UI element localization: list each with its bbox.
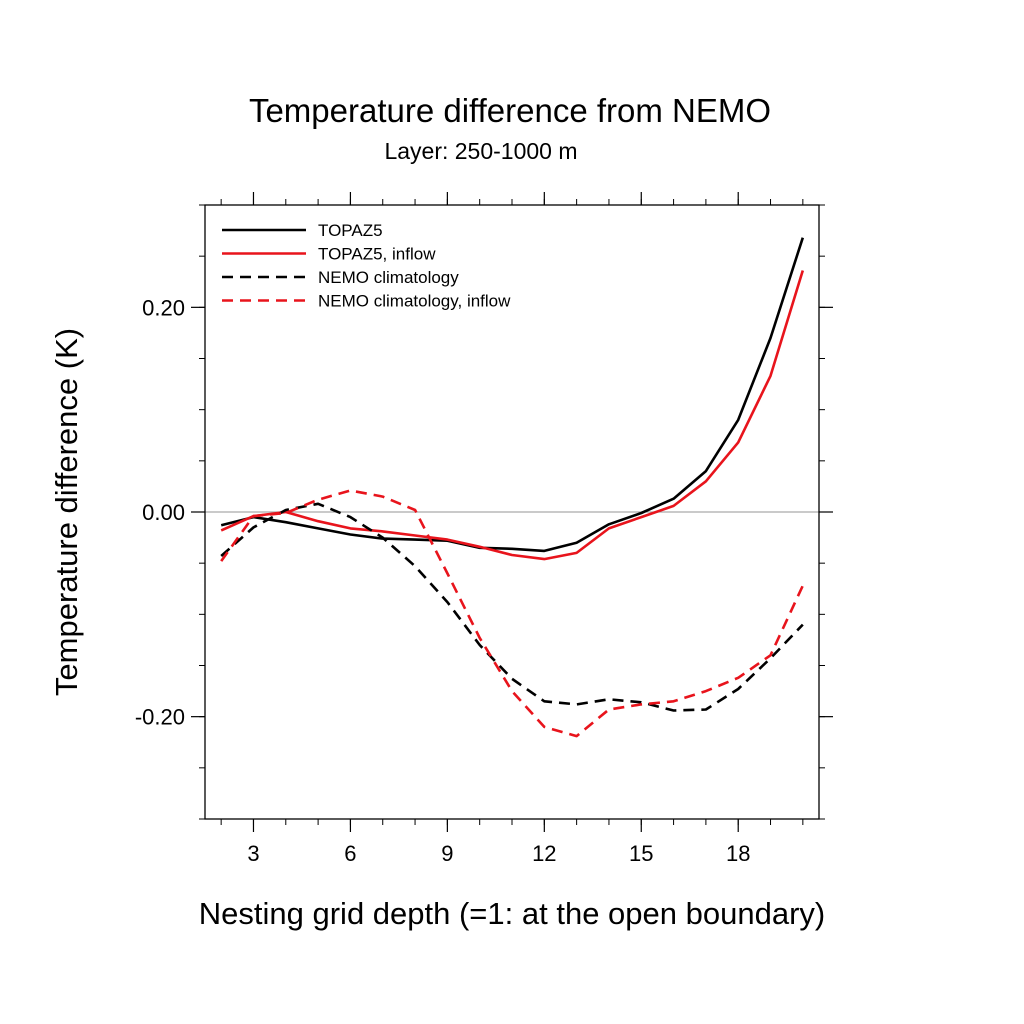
legend: TOPAZ5 TOPAZ5, inflow NEMO climatology NEMO…: [222, 221, 511, 311]
x-tick-label: 9: [441, 841, 453, 866]
x-tick-label: 6: [344, 841, 356, 866]
x-tick-label: 15: [629, 841, 653, 866]
chart-title: Temperature difference from NEMO: [249, 92, 771, 129]
y-tick-label: 0.00: [142, 500, 185, 525]
major-ticks: [191, 192, 833, 832]
plot-frame: [204, 204, 820, 820]
x-tick-label: 12: [532, 841, 556, 866]
chart-subtitle: Layer: 250-1000 m: [384, 138, 577, 164]
y-tick-label: -0.20: [135, 705, 185, 730]
series-lines: [220, 237, 805, 738]
series-line-1: [220, 237, 805, 553]
y-axis-label: Temperature difference (K): [49, 328, 84, 696]
series-line-3: [220, 502, 804, 712]
tick-labels: 3 6 9 12 15 18 -0.20 0.00 0.20: [135, 295, 751, 866]
x-axis-label: Nesting grid depth (=1: at the open boun…: [199, 896, 825, 931]
x-tick-label: 3: [247, 841, 259, 866]
y-tick-label: 0.20: [142, 295, 185, 320]
x-tick-label: 18: [726, 841, 750, 866]
legend-label-2: TOPAZ5, inflow: [318, 245, 436, 264]
plot-area: 3 6 9 12 15 18 -0.20 0.00 0.20: [135, 192, 833, 866]
legend-label-4: NEMO climatology, inflow: [318, 292, 511, 311]
series-line-2: [220, 270, 805, 561]
series-line-4: [220, 489, 804, 738]
legend-label-3: NEMO climatology: [318, 268, 459, 287]
legend-label-1: TOPAZ5: [318, 221, 383, 240]
